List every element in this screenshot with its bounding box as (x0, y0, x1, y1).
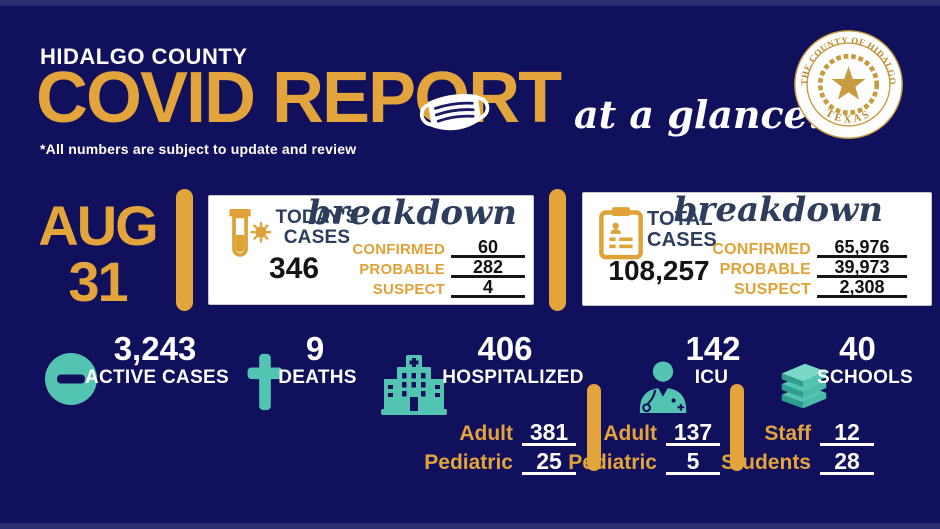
sub-label: Students (721, 451, 811, 474)
clipboard-icon (599, 207, 643, 260)
sub-label: Adult (603, 422, 657, 445)
sub-row-pediatric: Pediatric 25 (418, 450, 576, 475)
breakdown-value: 39,973 (817, 258, 907, 278)
test-tube-icon (229, 209, 272, 257)
bottom-edge-strip (0, 523, 940, 529)
breakdown-title: breakdown (673, 190, 883, 230)
sub-label: Pediatric (568, 451, 657, 474)
card-label-line2: CASES (647, 229, 717, 251)
breakdown-row-probable: PROBABLE 282 (325, 258, 525, 278)
minus-circle-icon (45, 353, 97, 405)
card-label-line2: CASES (283, 227, 351, 248)
tagline: at a glance.. (574, 92, 835, 137)
divider-bar (176, 189, 193, 311)
breakdown-value: 65,976 (817, 238, 907, 258)
breakdown-label: PROBABLE (719, 261, 811, 278)
doctor-icon (639, 361, 687, 414)
deaths-label: DEATHS (278, 367, 357, 388)
report-date-month: AUG (38, 194, 158, 257)
divider-bar (730, 384, 744, 471)
sub-label: Staff (764, 422, 811, 445)
sub-value: 381 (522, 421, 576, 446)
sub-row-adult: Adult 381 (418, 421, 576, 446)
total-cases-total: 108,257 (608, 255, 710, 286)
cross-icon (247, 353, 283, 411)
report-date-day: 31 (68, 250, 128, 313)
face-mask-icon (419, 94, 490, 131)
breakdown-value: 4 (451, 278, 525, 298)
icu-breakdown: Adult 137 Pediatric 5 (568, 421, 720, 479)
schools-value: 40 (839, 330, 876, 367)
breakdown-label: SUSPECT (734, 281, 811, 298)
breakdown-row-confirmed: CONFIRMED 60 (325, 238, 525, 258)
breakdown-row-suspect: SUSPECT 2,308 (697, 278, 907, 298)
card-label-line1: TOTAL (647, 208, 713, 230)
active-cases-value: 3,243 (113, 330, 197, 367)
county-seal: THE COUNTY OF HIDALGO TEXAS (794, 30, 903, 139)
hospitalized-breakdown: Adult 381 Pediatric 25 (418, 421, 576, 479)
icu-label: ICU (694, 367, 729, 388)
seal-star (831, 66, 866, 100)
total-cases-card: TOTAL CASES 108,257 breakdown CONFIRMED … (582, 190, 932, 306)
divider-bar (549, 189, 566, 311)
breakdown-label: PROBABLE (359, 261, 445, 278)
breakdown-row-probable: PROBABLE 39,973 (697, 258, 907, 278)
sub-value: 137 (666, 421, 720, 446)
disclaimer: *All numbers are subject to update and r… (40, 141, 357, 157)
breakdown-value: 2,308 (817, 278, 907, 298)
icu-value: 142 (685, 330, 741, 367)
breakdown-row-confirmed: CONFIRMED 65,976 (697, 238, 907, 258)
card-label-line1: TODAY'S (275, 207, 359, 228)
sub-value: 5 (666, 450, 720, 475)
breakdown-title: breakdown (307, 193, 517, 233)
sub-row-staff: Staff 12 (750, 421, 874, 446)
breakdown-value: 60 (451, 238, 525, 258)
sub-value: 25 (522, 450, 576, 475)
sub-label: Adult (459, 422, 513, 445)
schools-breakdown: Staff 12 Students 28 (721, 421, 874, 479)
county-name: HIDALGO COUNTY (40, 44, 248, 69)
breakdown-value: 282 (451, 258, 525, 278)
schools-label: SCHOOLS (816, 367, 914, 388)
sub-row-students: Students 28 (721, 450, 874, 475)
todays-cases-card: TODAY'S CASES 346 breakdown CONFIRMED 60… (208, 193, 534, 305)
sub-label: Pediatric (424, 451, 513, 474)
active-cases-label: ACTIVE CASES (84, 367, 229, 388)
books-icon (781, 363, 827, 409)
hospitalized-label: HOSPITALIZED (442, 367, 584, 388)
sub-value: 28 (820, 450, 874, 475)
sub-row-pediatric: Pediatric 5 (568, 450, 720, 475)
top-edge-strip (0, 0, 940, 6)
divider-bar (587, 384, 601, 471)
sub-value: 12 (820, 421, 874, 446)
breakdown-label: SUSPECT (372, 281, 445, 298)
hospital-icon (381, 355, 447, 415)
sub-row-adult: Adult 137 (597, 421, 720, 446)
breakdown-label: CONFIRMED (712, 241, 811, 258)
deaths-value: 9 (305, 330, 325, 367)
breakdown-label: CONFIRMED (352, 241, 445, 258)
todays-cases-total: 346 (268, 252, 320, 285)
breakdown-row-suspect: SUSPECT 4 (325, 278, 525, 298)
report-date: AUG 31 (15, 198, 180, 310)
hospitalized-value: 406 (477, 330, 533, 367)
